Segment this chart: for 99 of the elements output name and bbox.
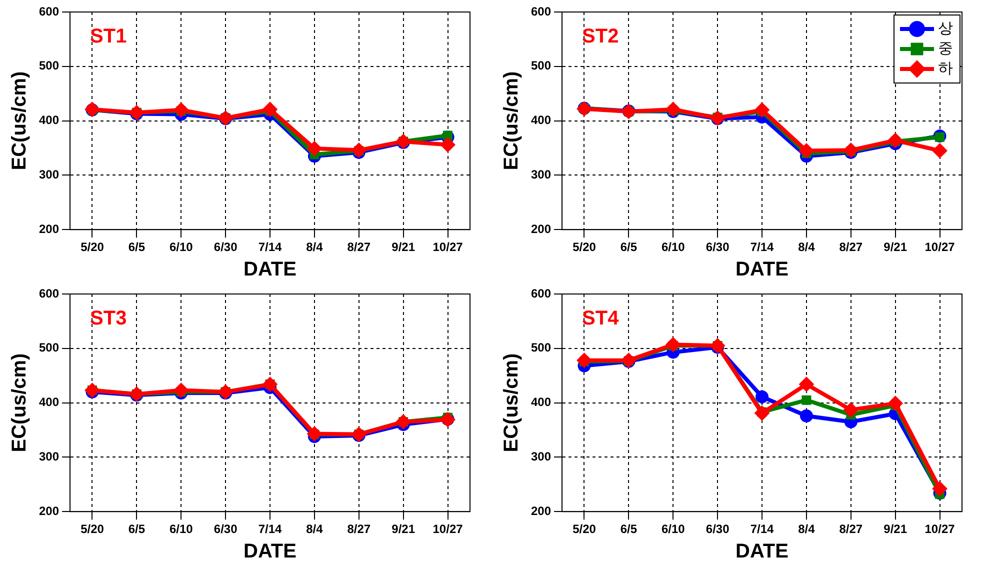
point: [306, 141, 322, 156]
point: [800, 409, 813, 422]
x-tick-label: 6/10: [661, 240, 686, 254]
point: [888, 132, 903, 148]
x-tick-label: 5/20: [572, 522, 596, 536]
point: [440, 137, 456, 152]
y-axis-title: EC(us/cm): [8, 353, 31, 452]
y-tick-label: 400: [530, 395, 552, 410]
text: ST3: [90, 308, 127, 330]
x-tick-label: 6/30: [214, 240, 238, 254]
y-axis-title: EC(us/cm): [8, 71, 31, 170]
y-tick-label: 300: [38, 450, 60, 464]
y-tick-label: 300: [530, 450, 552, 464]
x-axis-title: DATE: [244, 540, 296, 563]
point: [262, 102, 278, 117]
point: [843, 402, 858, 418]
x-axis-title: DATE: [736, 540, 788, 563]
x-tick-label: 5/20: [80, 522, 104, 536]
point: [396, 414, 411, 430]
x-tick-label: 10/27: [432, 522, 464, 536]
point: [218, 384, 234, 400]
y-tick-label: 400: [530, 113, 552, 128]
point: [932, 481, 948, 496]
x-tick-label: 10/27: [924, 240, 956, 254]
x-tick-label: 6/30: [706, 240, 730, 254]
point: [798, 143, 814, 158]
x-tick-label: 6/30: [214, 522, 238, 536]
x-tick-label: 7/14: [750, 522, 774, 536]
x-tick-label: 7/14: [258, 522, 282, 536]
x-tick-label: 6/5: [620, 240, 638, 254]
y-tick-label: 600: [38, 286, 60, 300]
x-tick-label: 6/5: [128, 522, 146, 536]
legend-label: 상: [938, 18, 953, 37]
y-axis-title: EC(us/cm): [500, 71, 523, 170]
point: [262, 376, 278, 392]
text: ST1: [90, 26, 127, 48]
x-tick-label: 6/5: [620, 522, 638, 536]
point: [802, 395, 812, 405]
y-tick-label: 300: [530, 168, 552, 182]
y-tick-label: 500: [38, 58, 60, 73]
x-tick-label: 8/27: [839, 522, 863, 536]
y-tick-label: 200: [38, 504, 60, 518]
x-tick-label: 10/27: [432, 240, 464, 254]
point: [756, 390, 769, 404]
y-tick-label: 500: [530, 58, 552, 73]
x-tick-label: 8/27: [347, 240, 371, 254]
x-tick-label: 6/10: [169, 240, 194, 254]
point: [576, 352, 592, 368]
x-tick-label: 9/21: [392, 240, 416, 254]
x-tick-label: 7/14: [258, 240, 282, 254]
y-axis-title: EC(us/cm): [500, 353, 523, 452]
x-tick-label: 5/20: [80, 240, 104, 254]
x-tick-label: 5/20: [572, 240, 596, 254]
point: [443, 130, 453, 140]
y-tick-label: 400: [38, 113, 60, 128]
point: [174, 102, 189, 118]
text: ST4: [582, 308, 620, 330]
x-axis-title: DATE: [736, 258, 788, 281]
y-tick-label: 500: [530, 340, 552, 355]
y-tick-label: 300: [38, 168, 60, 182]
y-tick-label: 200: [530, 222, 552, 236]
point: [932, 143, 948, 158]
x-tick-label: 6/5: [128, 240, 146, 254]
y-tick-label: 500: [38, 340, 60, 355]
x-axis-title: DATE: [244, 258, 296, 281]
x-tick-label: 8/27: [839, 240, 863, 254]
x-tick-label: 8/4: [798, 522, 816, 536]
x-tick-label: 8/27: [347, 522, 371, 536]
point: [306, 426, 322, 442]
y-tick-label: 600: [38, 4, 60, 18]
x-tick-label: 9/21: [392, 522, 416, 536]
point: [396, 134, 411, 149]
y-tick-label: 200: [38, 222, 60, 236]
legend-label: 중: [938, 38, 953, 57]
x-tick-label: 8/4: [798, 240, 816, 254]
x-tick-label: 6/10: [661, 522, 686, 536]
point: [843, 142, 858, 158]
x-tick-label: 10/27: [924, 522, 956, 536]
point: [798, 376, 814, 392]
x-tick-label: 8/4: [306, 240, 324, 254]
x-tick-label: 8/4: [306, 522, 324, 536]
x-tick-label: 6/30: [706, 522, 730, 536]
x-tick-label: 9/21: [884, 240, 908, 254]
y-tick-label: 200: [530, 504, 552, 518]
y-tick-label: 600: [530, 4, 552, 18]
legend-label: 하: [938, 58, 953, 77]
point: [888, 396, 903, 411]
point: [666, 337, 681, 352]
x-tick-label: 6/10: [169, 522, 194, 536]
point: [351, 142, 366, 158]
point: [666, 102, 681, 117]
point: [174, 382, 189, 398]
point: [754, 102, 770, 118]
y-tick-label: 400: [38, 395, 60, 410]
x-tick-label: 9/21: [884, 522, 908, 536]
point: [754, 406, 770, 421]
text: ST2: [582, 26, 619, 48]
x-tick-label: 7/14: [750, 240, 774, 254]
y-tick-label: 600: [530, 286, 552, 300]
